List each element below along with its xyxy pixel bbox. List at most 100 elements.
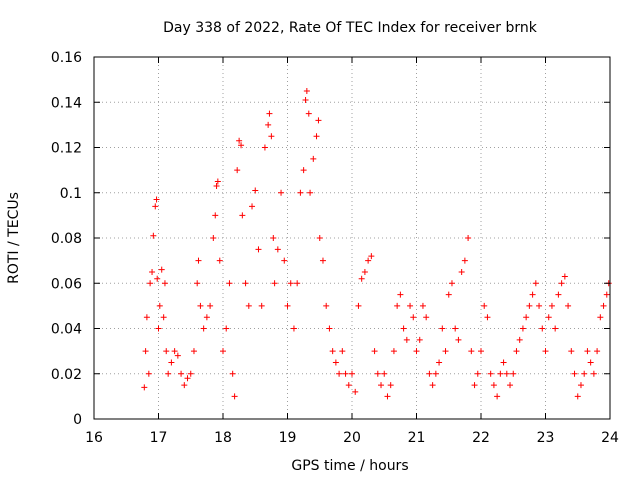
chart-title: Day 338 of 2022, Rate Of TEC Index for r… bbox=[163, 20, 538, 36]
data-point bbox=[381, 370, 388, 377]
data-point bbox=[271, 280, 278, 287]
data-point bbox=[332, 359, 339, 366]
data-point bbox=[390, 348, 397, 355]
data-point bbox=[558, 280, 565, 287]
data-point bbox=[513, 348, 520, 355]
y-tick-label: 0.14 bbox=[51, 95, 82, 111]
data-point bbox=[584, 348, 591, 355]
data-point bbox=[187, 370, 194, 377]
data-point bbox=[261, 144, 268, 151]
data-point bbox=[494, 393, 501, 400]
data-point bbox=[577, 382, 584, 389]
x-axis-label: GPS time / hours bbox=[291, 458, 408, 474]
y-tick-label: 0.08 bbox=[51, 231, 82, 247]
data-point bbox=[252, 187, 259, 194]
data-point bbox=[284, 302, 291, 309]
data-point bbox=[303, 87, 310, 94]
data-point bbox=[413, 348, 420, 355]
data-point bbox=[305, 110, 312, 117]
data-point bbox=[500, 359, 507, 366]
data-point bbox=[455, 336, 462, 343]
data-point bbox=[310, 155, 317, 162]
data-point bbox=[326, 325, 333, 332]
data-point bbox=[265, 121, 272, 128]
data-point bbox=[361, 268, 368, 275]
data-point bbox=[212, 212, 219, 219]
x-tick-label: 16 bbox=[85, 430, 103, 446]
x-tick-label: 22 bbox=[472, 430, 490, 446]
data-point bbox=[165, 370, 172, 377]
data-point bbox=[181, 382, 188, 389]
data-point bbox=[190, 348, 197, 355]
data-point bbox=[223, 325, 230, 332]
data-point bbox=[552, 325, 559, 332]
data-point bbox=[160, 314, 167, 321]
x-tick-label: 19 bbox=[279, 430, 297, 446]
data-point bbox=[542, 348, 549, 355]
y-axis-label: ROTI / TECUs bbox=[6, 192, 22, 284]
data-point bbox=[568, 348, 575, 355]
data-point bbox=[200, 325, 207, 332]
data-point bbox=[490, 382, 497, 389]
data-point bbox=[152, 203, 159, 210]
x-tick-label: 23 bbox=[537, 430, 555, 446]
y-tick-label: 0.02 bbox=[51, 367, 82, 383]
data-point bbox=[423, 314, 430, 321]
data-point bbox=[548, 302, 555, 309]
data-point bbox=[529, 291, 536, 298]
y-tick-label: 0.06 bbox=[51, 276, 82, 292]
data-point bbox=[374, 370, 381, 377]
data-point bbox=[184, 375, 191, 382]
data-point bbox=[439, 325, 446, 332]
data-point bbox=[358, 275, 365, 282]
data-point bbox=[403, 336, 410, 343]
x-tick-label: 24 bbox=[601, 430, 619, 446]
data-point bbox=[355, 302, 362, 309]
data-point bbox=[307, 189, 314, 196]
data-point bbox=[471, 382, 478, 389]
data-point bbox=[315, 117, 322, 124]
data-point bbox=[397, 291, 404, 298]
data-point bbox=[231, 393, 238, 400]
data-point bbox=[436, 359, 443, 366]
data-point bbox=[195, 257, 202, 264]
data-point bbox=[297, 189, 304, 196]
x-tick-label: 17 bbox=[150, 430, 168, 446]
data-point bbox=[484, 314, 491, 321]
data-point bbox=[400, 325, 407, 332]
data-point bbox=[465, 235, 472, 241]
data-point bbox=[226, 280, 233, 287]
data-point bbox=[239, 212, 246, 219]
data-point bbox=[268, 133, 275, 140]
data-point bbox=[384, 393, 391, 400]
data-point bbox=[142, 348, 149, 355]
data-point bbox=[281, 257, 288, 264]
data-point bbox=[342, 370, 349, 377]
data-point bbox=[481, 302, 488, 309]
data-point bbox=[365, 257, 372, 264]
data-point bbox=[603, 291, 610, 298]
data-point bbox=[600, 302, 607, 309]
data-point bbox=[313, 133, 320, 140]
data-point bbox=[143, 314, 150, 321]
data-point bbox=[448, 280, 455, 287]
y-tick-label: 0.1 bbox=[60, 186, 82, 202]
grid-layer bbox=[94, 57, 610, 419]
data-point bbox=[349, 370, 355, 377]
data-point bbox=[516, 336, 523, 343]
data-point bbox=[290, 325, 297, 332]
data-point bbox=[561, 273, 568, 280]
data-point bbox=[147, 280, 154, 287]
data-point bbox=[432, 370, 439, 377]
data-point bbox=[442, 348, 449, 355]
data-point bbox=[319, 257, 326, 264]
data-point bbox=[156, 302, 163, 309]
data-point bbox=[329, 348, 336, 355]
data-point bbox=[158, 266, 165, 273]
y-tick-label: 0 bbox=[73, 412, 82, 428]
data-point bbox=[407, 302, 414, 309]
data-point bbox=[452, 325, 459, 332]
data-point bbox=[141, 384, 148, 391]
data-point bbox=[255, 246, 262, 253]
